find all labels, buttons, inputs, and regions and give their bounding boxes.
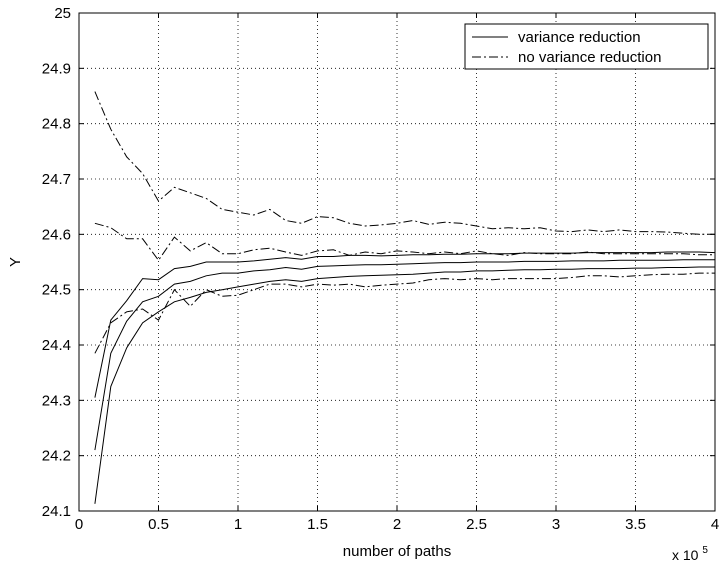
- series-line-variance-reduction-0: [94, 251, 716, 398]
- x-axis-label: number of paths: [343, 543, 451, 560]
- x-tick-label: 2.5: [466, 516, 487, 533]
- series-line-no-variance-reduction-3: [94, 91, 715, 235]
- y-tick-label: 25: [54, 5, 71, 22]
- y-tick-label: 24.6: [42, 226, 71, 243]
- x-multiplier-base: x 10: [672, 547, 699, 563]
- legend-label-variance-reduction: variance reduction: [518, 29, 641, 46]
- series-layer: [94, 91, 716, 504]
- x-tick-label: 3: [552, 516, 560, 533]
- x-tick-label: 0: [75, 516, 83, 533]
- x-tick-label: 4: [711, 516, 719, 533]
- series-line-no-variance-reduction-4: [94, 222, 715, 262]
- x-multiplier-exponent: 5: [702, 545, 708, 556]
- y-tick-label: 24.2: [42, 448, 71, 465]
- y-tick-label: 24.1: [42, 503, 71, 520]
- x-tick-label: 3.5: [625, 516, 646, 533]
- x-axis-multiplier: x 10 5: [672, 545, 708, 563]
- axis-ticks: 0 0.5 1 1.5 2 2.5 3 3.5 4 24.1 24.2 24.3 24.4 24.5 24.…: [42, 5, 719, 533]
- series-line-variance-reduction-2: [94, 266, 715, 504]
- legend: variance reduction no variance reduction: [464, 23, 709, 70]
- y-tick-label: 24.7: [42, 171, 71, 188]
- y-tick-label: 24.5: [42, 282, 71, 299]
- legend-label-no-variance-reduction: no variance reduction: [518, 49, 661, 66]
- x-tick-label: 1: [234, 516, 242, 533]
- y-tick-label: 24.3: [42, 392, 71, 409]
- y-tick-label: 24.4: [42, 337, 71, 354]
- y-axis-label: Y: [7, 257, 24, 267]
- x-tick-label: 0.5: [148, 516, 169, 533]
- x-tick-label: 1.5: [307, 516, 328, 533]
- series-line-variance-reduction-1: [94, 259, 715, 451]
- y-tick-label: 24.8: [42, 116, 71, 133]
- series-line-no-variance-reduction-5: [94, 272, 715, 354]
- legend-box: [464, 23, 709, 70]
- y-tick-label: 24.9: [42, 60, 71, 77]
- x-tick-label: 2: [393, 516, 401, 533]
